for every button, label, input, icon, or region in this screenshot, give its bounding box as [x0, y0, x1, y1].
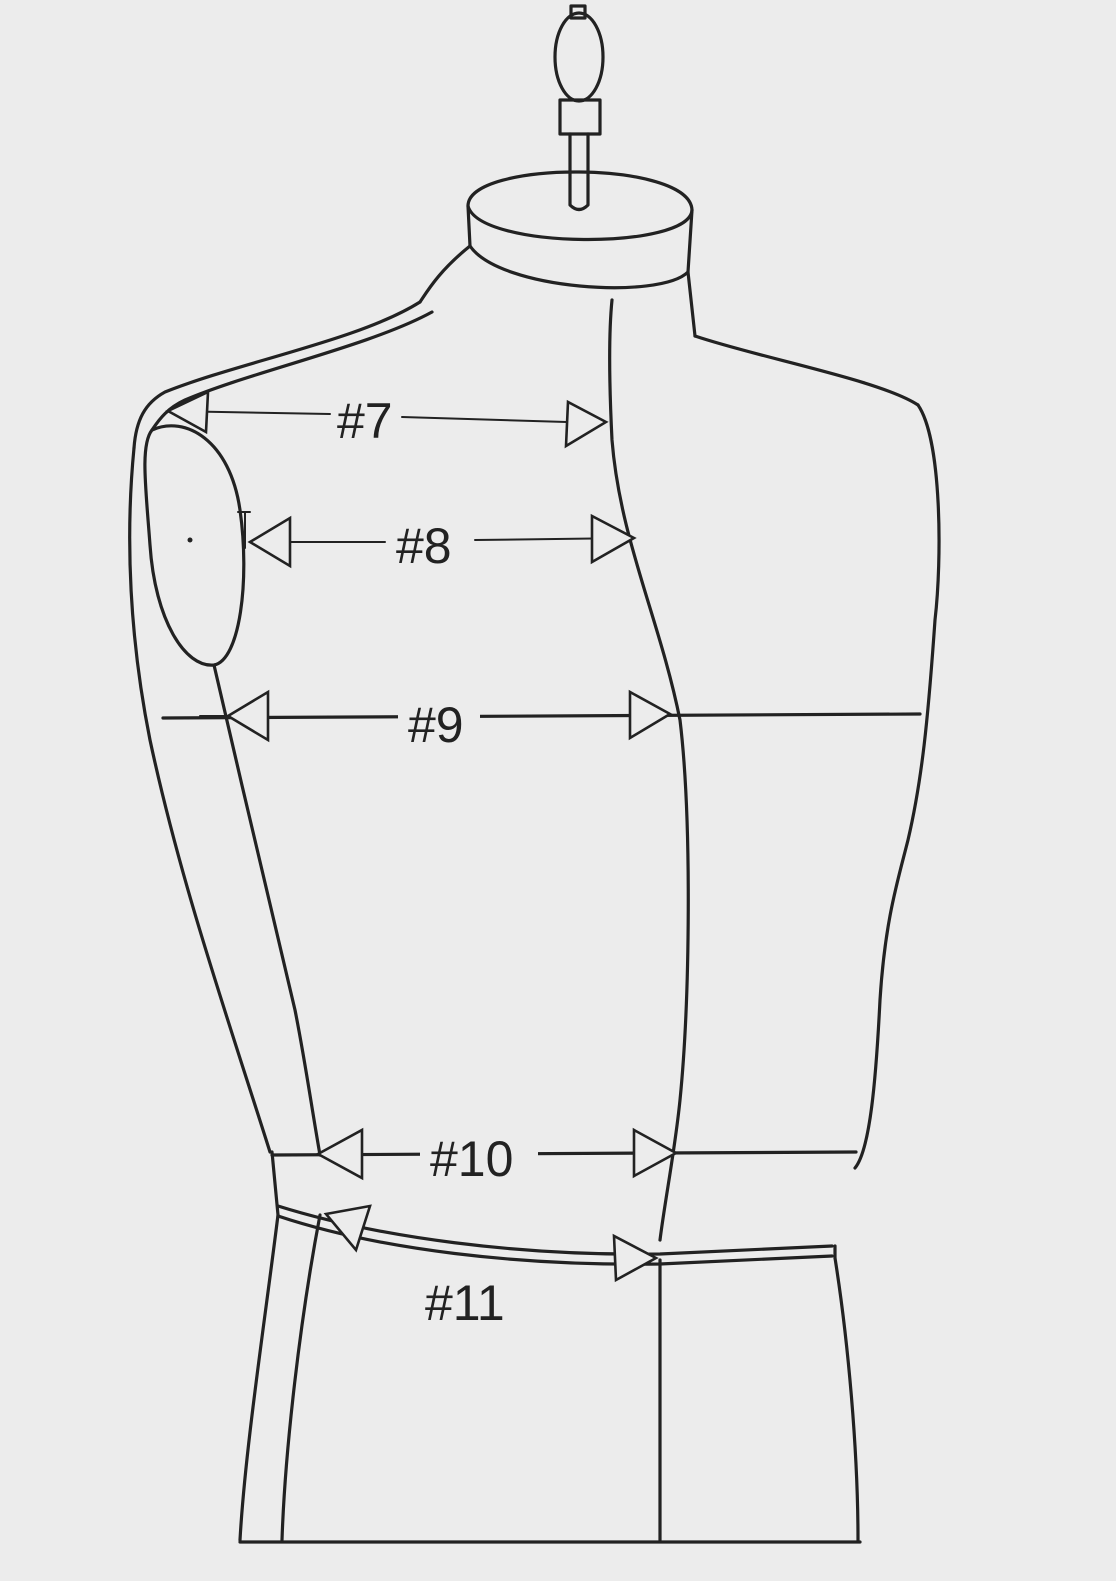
arrow-right-9 — [628, 689, 673, 741]
guide-lines — [161, 712, 922, 1266]
measurement-10: #10 — [315, 1127, 679, 1187]
arrow-left-9 — [225, 689, 270, 743]
arrow-left-10 — [315, 1127, 364, 1181]
measurement-label-10: #10 — [430, 1131, 513, 1187]
measurement-label-9: #9 — [408, 697, 464, 753]
measurement-11: #11 — [323, 1204, 659, 1331]
measurement-8: #8 — [247, 513, 637, 574]
arrow-left-8 — [247, 515, 292, 569]
arrow-left-11 — [323, 1204, 372, 1253]
arrow-right-10 — [632, 1127, 679, 1179]
arrow-left-7 — [165, 389, 210, 435]
stand-knob — [553, 4, 605, 212]
measurement-7: #7 — [165, 389, 609, 449]
arrow-right-8 — [590, 513, 637, 565]
measurement-9: #9 — [199, 689, 673, 753]
measurement-label-11: #11 — [425, 1275, 505, 1331]
torso-outline — [128, 298, 941, 1544]
measurement-label-7: #7 — [337, 393, 393, 449]
armhole — [143, 424, 251, 667]
measurement-label-8: #8 — [396, 518, 452, 574]
arrow-right-11 — [612, 1233, 659, 1283]
arrow-right-7 — [564, 399, 609, 449]
neck-cap — [418, 170, 697, 338]
